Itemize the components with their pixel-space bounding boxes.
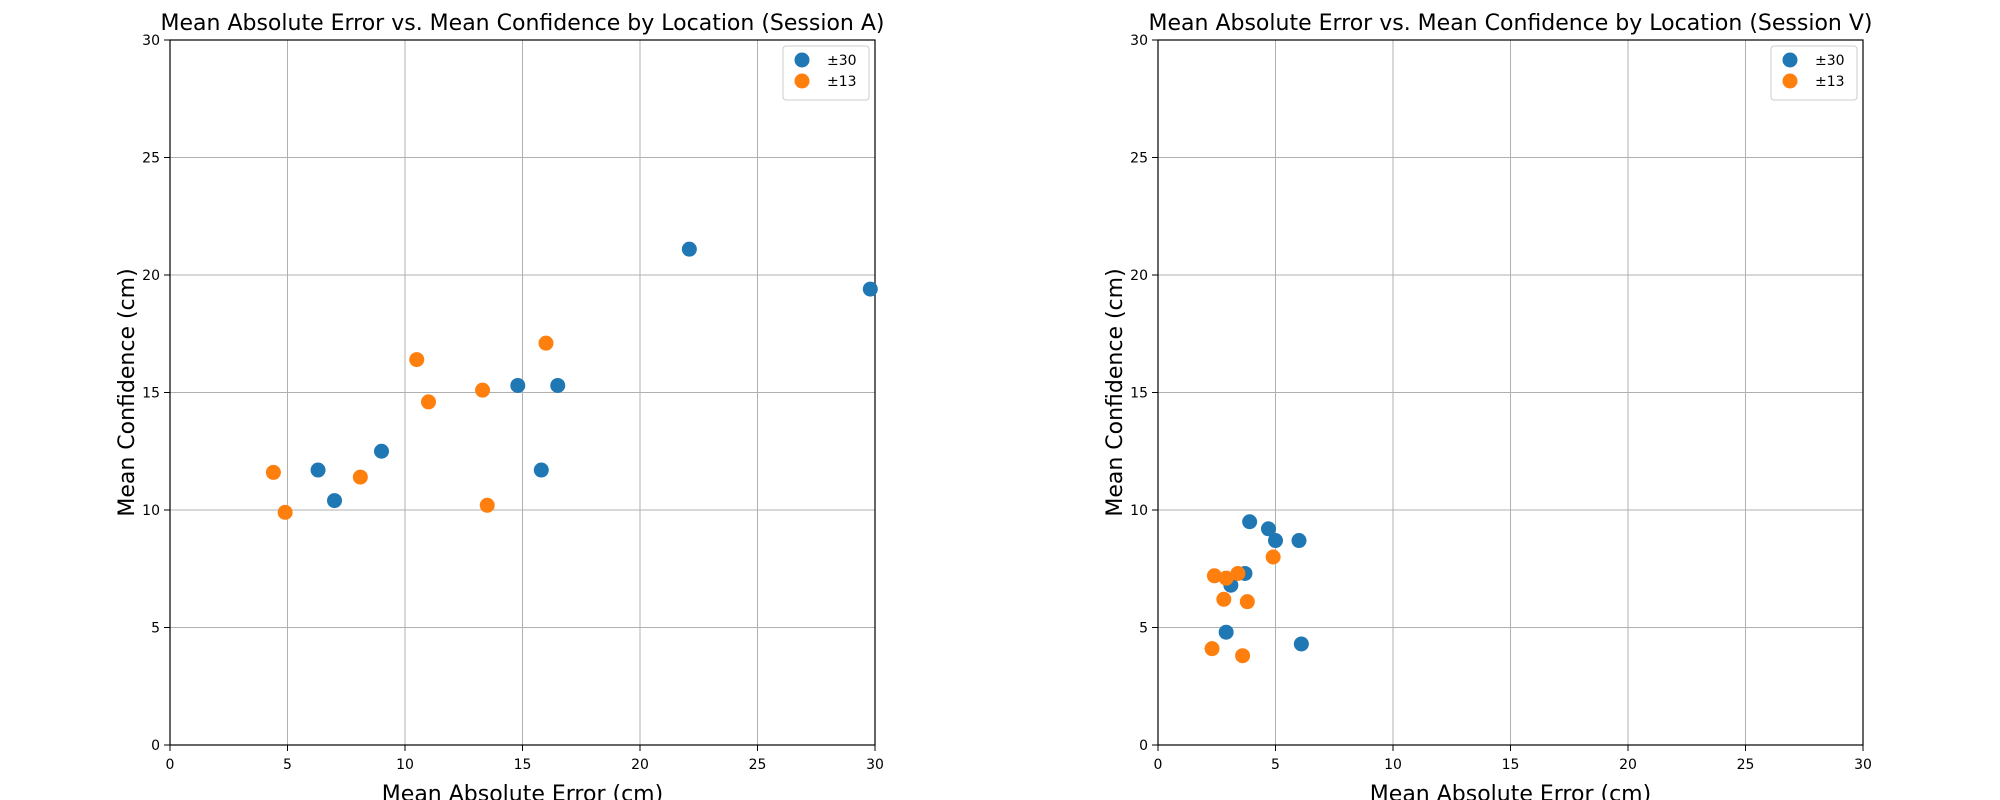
data-point xyxy=(681,241,697,257)
data-point xyxy=(1268,533,1283,549)
legend-label: ±13 xyxy=(1815,74,1845,90)
data-point xyxy=(538,335,554,351)
y-tick-label: 5 xyxy=(1139,621,1148,637)
data-point xyxy=(374,443,389,459)
legend-marker xyxy=(794,52,810,68)
x-tick-label: 20 xyxy=(1619,757,1637,773)
y-tick-label: 0 xyxy=(151,738,160,754)
data-point xyxy=(1293,636,1309,652)
x-axis-label: Mean Absolute Error (cm) xyxy=(1370,782,1651,800)
x-tick-label: 10 xyxy=(396,757,414,773)
y-tick-label: 15 xyxy=(142,386,160,402)
legend-marker xyxy=(1782,73,1798,89)
x-tick-label: 30 xyxy=(866,757,884,773)
y-tick-label: 20 xyxy=(1130,268,1148,284)
series-2 xyxy=(265,335,554,520)
x-tick-label: 15 xyxy=(514,757,532,773)
x-axis-label: Mean Absolute Error (cm) xyxy=(382,782,663,800)
legend-label: ±13 xyxy=(827,74,857,90)
data-point xyxy=(327,493,342,509)
data-point xyxy=(510,377,526,393)
data-point xyxy=(1230,565,1246,581)
x-tick-label: 30 xyxy=(1854,757,1872,773)
data-point xyxy=(475,382,491,398)
y-tick-label: 20 xyxy=(142,268,160,284)
data-point xyxy=(310,462,326,478)
y-tick-label: 0 xyxy=(1139,738,1148,754)
data-point xyxy=(1242,514,1258,530)
data-point xyxy=(479,497,495,513)
legend-marker xyxy=(794,73,810,89)
y-axis-label: Mean Confidence (cm) xyxy=(115,268,140,516)
legend-marker xyxy=(1782,52,1798,68)
x-tick-label: 15 xyxy=(1502,757,1520,773)
y-tick-label: 10 xyxy=(1130,503,1148,519)
y-tick-label: 30 xyxy=(1130,33,1148,49)
data-point xyxy=(352,469,368,485)
data-point xyxy=(421,394,436,410)
x-tick-label: 20 xyxy=(631,757,649,773)
data-point xyxy=(1218,624,1234,640)
y-tick-label: 30 xyxy=(142,33,160,49)
data-point xyxy=(1216,591,1232,607)
data-point xyxy=(1239,594,1255,610)
y-axis-label: Mean Confidence (cm) xyxy=(1103,268,1128,516)
legend-label: ±30 xyxy=(827,53,857,69)
data-point xyxy=(1204,641,1220,657)
data-point xyxy=(1260,521,1276,537)
data-point xyxy=(1235,648,1251,664)
data-point xyxy=(533,462,549,478)
x-tick-label: 5 xyxy=(1271,757,1280,773)
y-tick-label: 25 xyxy=(142,151,160,167)
data-point xyxy=(1218,570,1234,586)
x-tick-label: 25 xyxy=(749,757,767,773)
y-tick-label: 10 xyxy=(142,503,160,519)
x-tick-label: 25 xyxy=(1737,757,1755,773)
data-point xyxy=(550,377,566,393)
x-tick-label: 5 xyxy=(283,757,292,773)
data-point xyxy=(1265,549,1281,565)
chart-title: Mean Absolute Error vs. Mean Confidence … xyxy=(161,11,885,36)
data-point xyxy=(409,352,425,368)
data-point xyxy=(1291,533,1307,549)
data-point xyxy=(862,281,878,297)
series-1 xyxy=(310,241,878,509)
x-tick-label: 0 xyxy=(1154,757,1163,773)
legend-label: ±30 xyxy=(1815,53,1845,69)
y-tick-label: 15 xyxy=(1130,386,1148,402)
y-tick-label: 5 xyxy=(151,621,160,637)
x-tick-label: 0 xyxy=(166,757,175,773)
y-tick-label: 25 xyxy=(1130,151,1148,167)
data-point xyxy=(277,504,293,520)
series-2 xyxy=(1204,549,1281,664)
x-tick-label: 10 xyxy=(1384,757,1402,773)
data-point xyxy=(1206,568,1222,584)
chart-title: Mean Absolute Error vs. Mean Confidence … xyxy=(1149,11,1873,36)
data-point xyxy=(265,464,281,480)
